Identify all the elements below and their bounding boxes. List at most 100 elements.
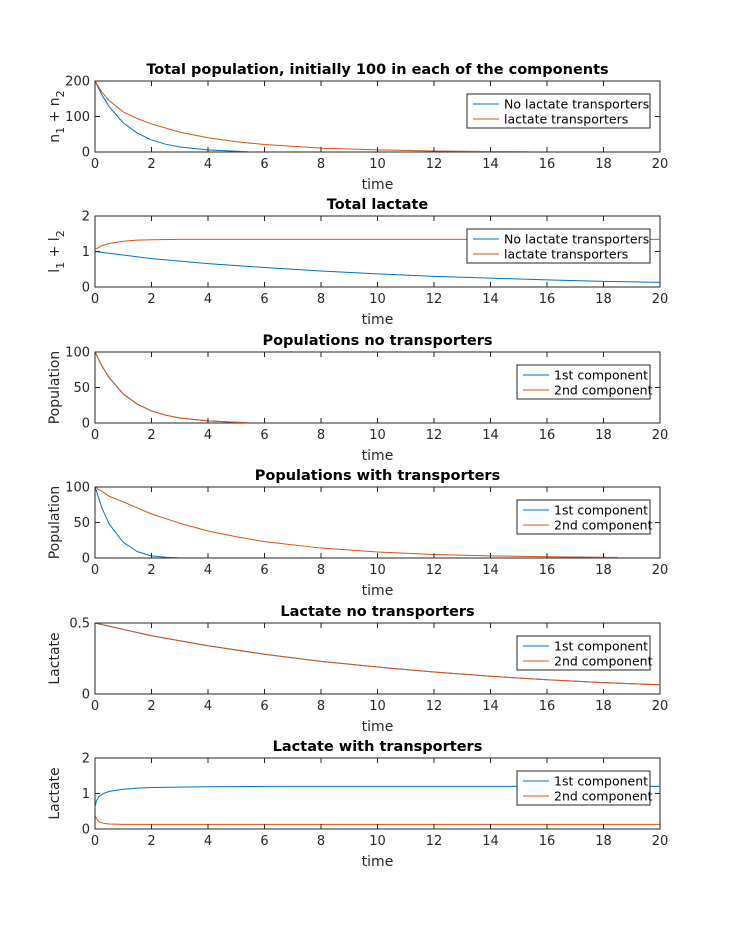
x-tick-label: 16 bbox=[539, 563, 556, 578]
x-tick-label: 8 bbox=[317, 157, 325, 172]
x-axis-label: time bbox=[362, 719, 394, 735]
series-line-1 bbox=[94, 486, 180, 559]
x-tick-label: 14 bbox=[482, 563, 499, 578]
x-tick-label: 20 bbox=[652, 428, 669, 443]
legend-entry: 1st component bbox=[554, 503, 648, 518]
x-tick-label: 4 bbox=[204, 292, 212, 307]
legend-entry: 1st component bbox=[554, 774, 648, 789]
legend-box bbox=[516, 635, 651, 671]
x-tick-label: 10 bbox=[369, 157, 386, 172]
y-tick-label: 100 bbox=[65, 110, 90, 125]
x-tick-label: 2 bbox=[147, 157, 155, 172]
x-tick-label: 0 bbox=[91, 563, 99, 578]
y-tick-label: 0 bbox=[82, 146, 90, 161]
chart-5: 0 2 4 6 8 10 12 14 16 18 20 0 0.5 Lactate no transpor… bbox=[47, 604, 668, 735]
y-axis-label: Lactate bbox=[47, 632, 63, 684]
legend-entry: No lactate transporters bbox=[504, 232, 649, 247]
x-tick-label: 12 bbox=[426, 157, 443, 172]
chart-title: Populations no transporters bbox=[262, 333, 492, 349]
y-axis-label-part: n bbox=[47, 134, 63, 143]
legend-entry: 2nd component bbox=[554, 383, 653, 398]
x-tick-label: 8 bbox=[317, 834, 325, 849]
x-tick-label: 2 bbox=[147, 292, 155, 307]
y-axis-label-part: l bbox=[47, 269, 63, 273]
x-tick-label: 14 bbox=[482, 292, 499, 307]
x-tick-label: 12 bbox=[426, 292, 443, 307]
series-line-2 bbox=[94, 238, 660, 251]
x-axis-label: time bbox=[362, 312, 394, 328]
x-tick-label: 0 bbox=[91, 428, 99, 443]
x-tick-label: 0 bbox=[91, 699, 99, 714]
y-tick-label: 0 bbox=[82, 417, 90, 432]
x-tick-label: 16 bbox=[539, 699, 556, 714]
y-axis-label: Population bbox=[47, 486, 63, 560]
legend-box bbox=[516, 499, 651, 535]
x-tick-label: 6 bbox=[260, 699, 268, 714]
x-tick-label: 18 bbox=[595, 292, 612, 307]
x-axis-label: time bbox=[362, 854, 394, 870]
y-axis-label-part: l bbox=[47, 237, 63, 241]
x-tick-label: 6 bbox=[260, 157, 268, 172]
x-tick-label: 14 bbox=[482, 834, 499, 849]
series-line-1 bbox=[94, 785, 660, 808]
x-tick-label: 12 bbox=[426, 563, 443, 578]
x-tick-label: 8 bbox=[317, 699, 325, 714]
x-tick-label: 12 bbox=[426, 428, 443, 443]
x-tick-label: 2 bbox=[147, 699, 155, 714]
x-tick-label: 2 bbox=[147, 428, 155, 443]
x-tick-label: 6 bbox=[260, 428, 268, 443]
x-tick-label: 14 bbox=[482, 428, 499, 443]
x-tick-label: 6 bbox=[260, 834, 268, 849]
x-tick-label: 16 bbox=[539, 292, 556, 307]
x-tick-label: 8 bbox=[317, 428, 325, 443]
x-tick-label: 16 bbox=[539, 834, 556, 849]
x-tick-label: 14 bbox=[482, 157, 499, 172]
x-tick-label: 16 bbox=[539, 157, 556, 172]
chart-title: Lactate with transporters bbox=[273, 739, 483, 755]
x-tick-label: 10 bbox=[369, 699, 386, 714]
y-tick-label: 1 bbox=[82, 245, 90, 260]
series-line-2 bbox=[94, 622, 661, 686]
x-tick-label: 20 bbox=[652, 292, 669, 307]
legend-entry: 1st component bbox=[554, 368, 648, 383]
y-tick-label: 0 bbox=[82, 552, 90, 567]
y-axis-label: Lactate bbox=[47, 767, 63, 819]
legend-entry: lactate transporters bbox=[504, 247, 628, 262]
legend-entry: 1st component bbox=[554, 639, 648, 654]
y-axis-label: l1 + l2 bbox=[47, 230, 67, 272]
x-tick-label: 10 bbox=[369, 428, 386, 443]
y-axis-label-part: 1 bbox=[54, 262, 67, 269]
x-axis-label: time bbox=[362, 583, 394, 599]
x-tick-label: 4 bbox=[204, 428, 212, 443]
y-tick-label: 0 bbox=[82, 823, 90, 838]
y-tick-label: 0 bbox=[82, 688, 90, 703]
x-tick-label: 12 bbox=[426, 834, 443, 849]
chart-3: 0 2 4 6 8 10 12 14 16 18 20 0 50 100 Populations no tr… bbox=[47, 333, 668, 464]
series-line-1 bbox=[94, 80, 248, 153]
x-tick-label: 10 bbox=[369, 834, 386, 849]
series-line-1 bbox=[94, 251, 661, 283]
x-tick-label: 6 bbox=[260, 563, 268, 578]
x-tick-label: 2 bbox=[147, 563, 155, 578]
x-tick-label: 4 bbox=[204, 699, 212, 714]
chart-title: Total population, initially 100 in each … bbox=[146, 62, 608, 78]
legend-box bbox=[516, 770, 651, 806]
y-tick-label: 100 bbox=[65, 481, 90, 496]
x-tick-label: 10 bbox=[369, 292, 386, 307]
legend-entry: 2nd component bbox=[554, 654, 653, 669]
y-axis-label: Population bbox=[47, 351, 63, 425]
x-tick-label: 20 bbox=[652, 834, 669, 849]
y-axis-label-part: 2 bbox=[54, 230, 67, 237]
y-axis-label-part: + bbox=[47, 241, 63, 262]
series-line-2 bbox=[94, 80, 531, 153]
legend-box bbox=[466, 93, 651, 129]
x-tick-label: 20 bbox=[652, 157, 669, 172]
chart-4: 0 2 4 6 8 10 12 14 16 18 20 0 50 100 Populations with … bbox=[47, 468, 668, 599]
